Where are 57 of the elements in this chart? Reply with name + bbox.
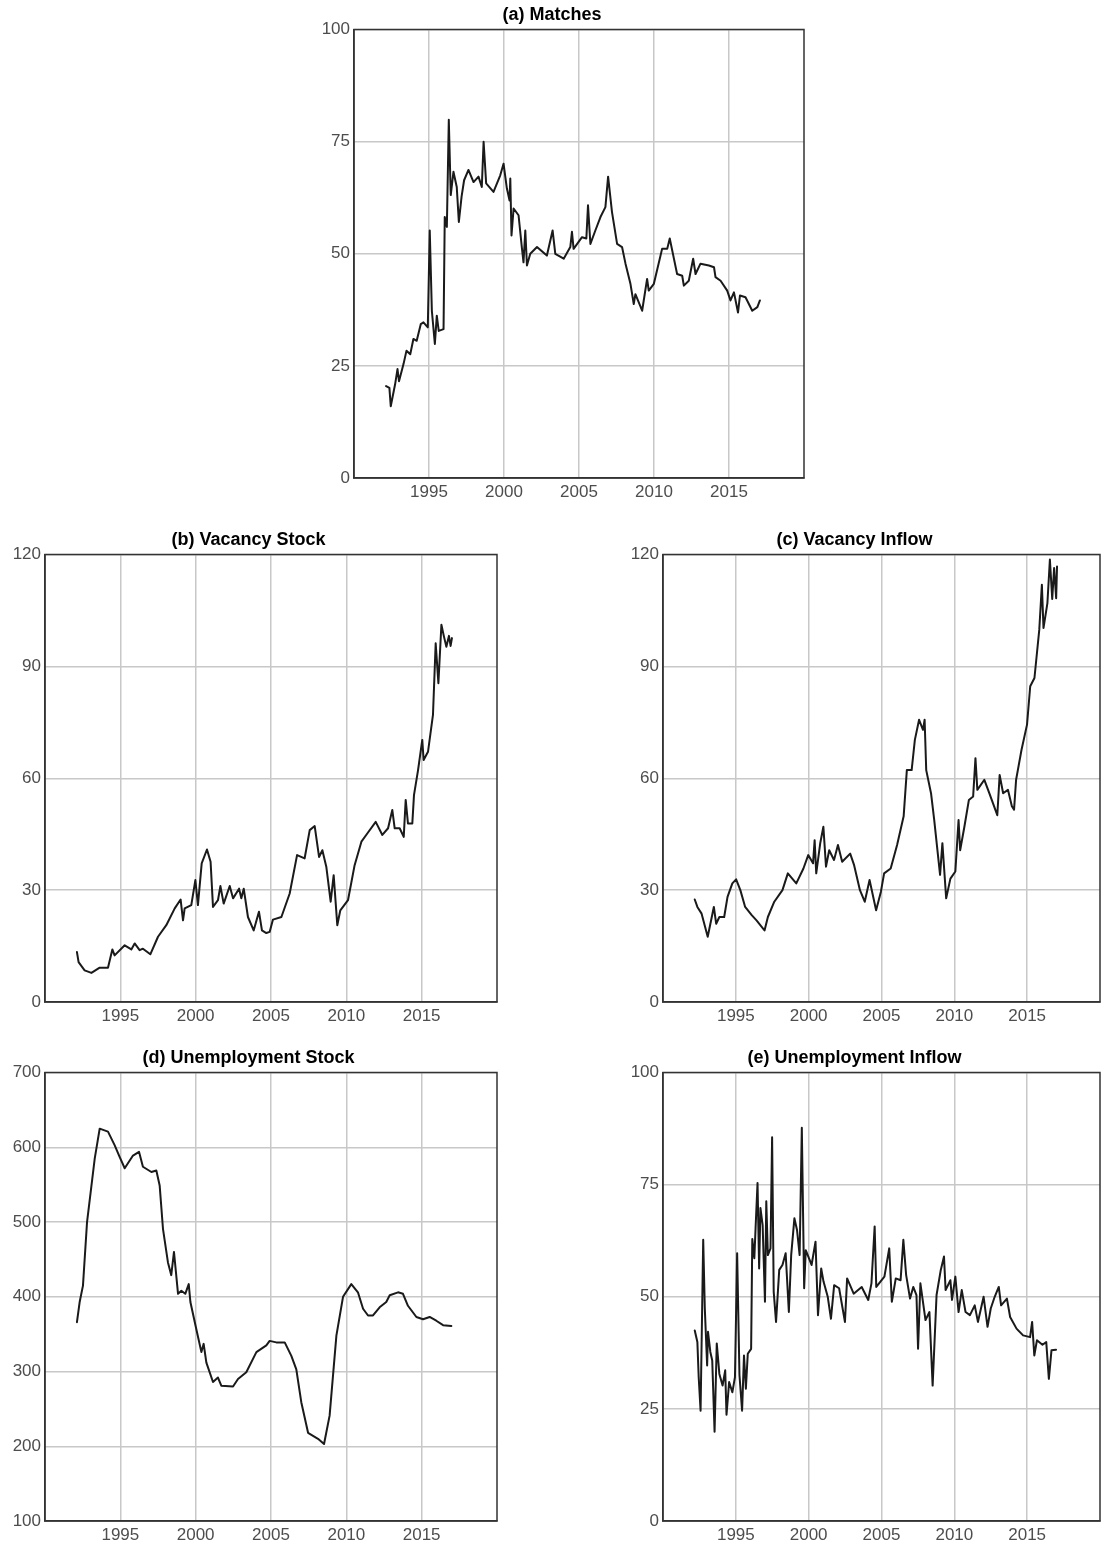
x-tick-label: 2000 xyxy=(176,1524,215,1544)
y-tick-label: 600 xyxy=(12,1137,41,1157)
x-tick-label: 2010 xyxy=(935,1005,974,1025)
chart-title: (e) Unemployment Inflow xyxy=(747,1046,963,1067)
y-tick-label: 120 xyxy=(630,544,659,564)
y-tick-label: 100 xyxy=(630,1062,659,1082)
x-tick-label: 2015 xyxy=(710,481,748,501)
x-tick-label: 2015 xyxy=(1008,1005,1047,1025)
y-tick-label: 90 xyxy=(22,656,41,676)
x-tick-label: 1995 xyxy=(101,1005,140,1025)
y-tick-label: 60 xyxy=(640,767,659,787)
y-tick-label: 700 xyxy=(12,1062,41,1082)
y-tick-label: 75 xyxy=(331,131,350,151)
x-tick-label: 2005 xyxy=(252,1524,290,1544)
y-tick-label: 25 xyxy=(640,1398,659,1418)
y-tick-label: 120 xyxy=(12,544,41,564)
y-tick-label: 30 xyxy=(640,879,659,899)
x-tick-label: 2005 xyxy=(862,1005,901,1025)
x-tick-label: 1995 xyxy=(716,1005,755,1025)
x-tick-label: 1995 xyxy=(716,1524,755,1544)
x-tick-label: 2015 xyxy=(402,1005,441,1025)
y-tick-label: 100 xyxy=(12,1510,41,1530)
y-tick-label: 60 xyxy=(22,767,41,787)
x-tick-label: 2010 xyxy=(635,481,673,501)
x-tick-label: 2010 xyxy=(935,1524,974,1544)
x-tick-label: 2010 xyxy=(327,1005,366,1025)
x-tick-label: 2000 xyxy=(485,481,523,501)
x-tick-label: 2015 xyxy=(402,1524,441,1544)
chart-title: (d) Unemployment Stock xyxy=(142,1046,356,1067)
x-tick-label: 2000 xyxy=(789,1524,828,1544)
x-tick-label: 2015 xyxy=(1008,1524,1047,1544)
y-tick-label: 400 xyxy=(12,1286,41,1306)
y-tick-label: 0 xyxy=(649,1510,659,1530)
y-tick-label: 300 xyxy=(12,1361,41,1381)
y-tick-label: 500 xyxy=(12,1211,41,1231)
x-tick-label: 2010 xyxy=(327,1524,366,1544)
chart-title: (c) Vacancy Inflow xyxy=(776,528,934,549)
y-tick-label: 0 xyxy=(649,991,659,1011)
y-tick-label: 0 xyxy=(31,991,41,1011)
y-tick-label: 100 xyxy=(321,19,350,39)
y-tick-label: 200 xyxy=(12,1435,41,1455)
x-tick-label: 1995 xyxy=(410,481,448,501)
y-tick-label: 90 xyxy=(640,656,659,676)
y-tick-label: 50 xyxy=(331,243,350,263)
y-tick-label: 0 xyxy=(340,467,350,487)
x-tick-label: 2005 xyxy=(252,1005,290,1025)
x-tick-label: 2000 xyxy=(176,1005,215,1025)
chart-title: (b) Vacancy Stock xyxy=(171,528,327,549)
x-tick-label: 2000 xyxy=(789,1005,828,1025)
x-tick-label: 2005 xyxy=(862,1524,901,1544)
chart-title: (a) Matches xyxy=(502,3,602,24)
y-tick-label: 75 xyxy=(640,1174,659,1194)
y-tick-label: 30 xyxy=(22,879,41,899)
y-tick-label: 25 xyxy=(331,355,350,375)
x-tick-label: 1995 xyxy=(101,1524,140,1544)
y-tick-label: 50 xyxy=(640,1286,659,1306)
x-tick-label: 2005 xyxy=(560,481,598,501)
